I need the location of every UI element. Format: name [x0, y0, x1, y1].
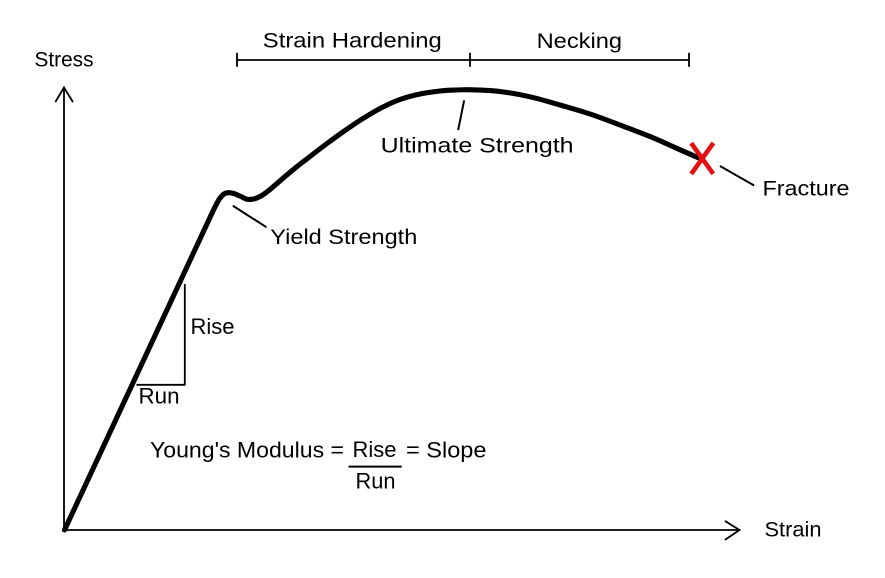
svg-text:Run: Run [139, 384, 180, 409]
svg-text:Ultimate Strength: Ultimate Strength [381, 134, 574, 157]
svg-text:Necking: Necking [537, 30, 623, 53]
svg-text:Rise: Rise [191, 314, 235, 339]
svg-text:Young's Modulus =: Young's Modulus = [150, 437, 344, 462]
svg-text:Run: Run [356, 469, 396, 494]
svg-text:= Slope: = Slope [406, 437, 487, 462]
svg-text:Strain: Strain [765, 518, 822, 541]
svg-text:Yield Strength: Yield Strength [270, 226, 417, 249]
svg-text:Strain Hardening: Strain Hardening [263, 30, 442, 53]
svg-text:Stress: Stress [35, 49, 94, 72]
svg-text:Rise: Rise [353, 437, 397, 462]
svg-text:Fracture: Fracture [763, 177, 850, 200]
